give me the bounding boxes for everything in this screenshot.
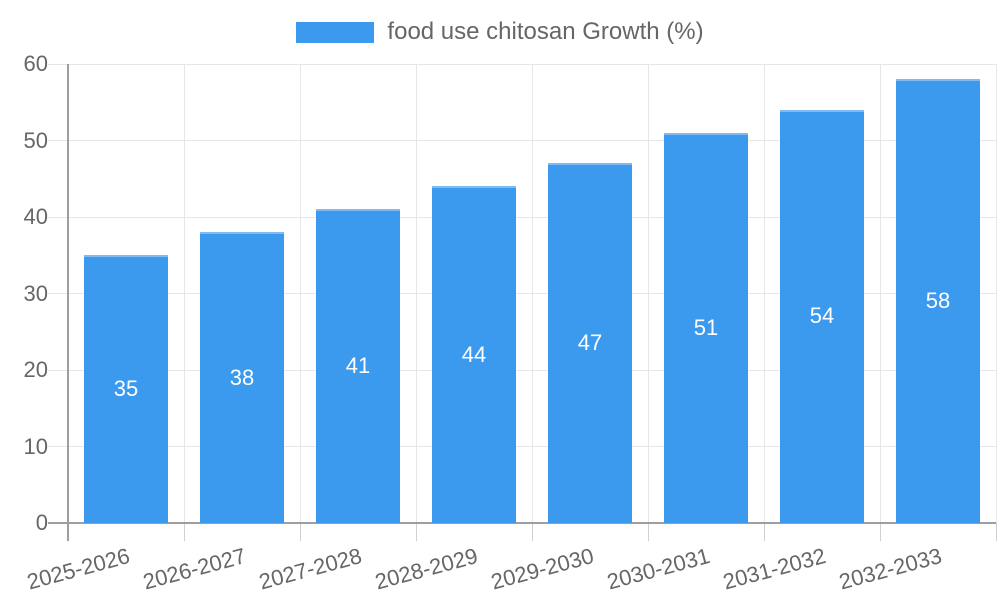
bar — [664, 132, 748, 523]
bar-value-label: 58 — [925, 288, 951, 314]
x-gridline — [299, 64, 301, 523]
x-tick-label: 2030-2031 — [604, 543, 713, 595]
x-tick — [531, 523, 533, 541]
y-gridline — [48, 369, 996, 371]
x-tick — [415, 523, 417, 541]
y-tick-label: 10 — [23, 433, 48, 459]
y-axis-line — [67, 64, 69, 541]
bar — [780, 109, 864, 523]
y-gridline — [48, 216, 996, 218]
bar — [548, 163, 632, 523]
x-gridline — [183, 64, 185, 523]
bar-value-label: 54 — [809, 303, 835, 329]
bar-value-label: 51 — [693, 314, 719, 340]
x-tick — [183, 523, 185, 541]
x-tick-label: 2032-2033 — [836, 543, 945, 595]
y-tick-label: 30 — [23, 280, 48, 306]
x-gridline — [647, 64, 649, 523]
bar — [316, 209, 400, 523]
x-tick-label: 2028-2029 — [372, 543, 481, 595]
y-tick-label: 20 — [23, 357, 48, 382]
x-tick-label: 2027-2028 — [256, 543, 365, 595]
x-axis-line — [48, 522, 996, 524]
x-tick — [995, 523, 997, 541]
y-tick-label: 0 — [35, 510, 48, 535]
x-gridline — [415, 64, 417, 523]
x-gridline — [879, 64, 881, 523]
y-tick-label: 60 — [23, 51, 48, 76]
y-tick-label: 50 — [23, 127, 48, 153]
x-tick-label: 2025-2026 — [24, 543, 133, 595]
bar-value-label: 35 — [113, 376, 139, 402]
y-tick-label: 40 — [23, 204, 48, 229]
x-gridline — [531, 64, 533, 523]
bar-value-label: 41 — [345, 353, 371, 379]
legend-swatch — [296, 21, 375, 43]
bar — [896, 79, 980, 523]
x-tick — [647, 523, 649, 541]
x-tick — [763, 523, 765, 541]
x-tick-label: 2029-2030 — [488, 543, 597, 595]
bar — [84, 255, 168, 523]
bar-value-label: 38 — [229, 364, 255, 390]
y-gridline — [48, 446, 996, 447]
bar-value-label: 44 — [461, 341, 487, 367]
x-gridline — [763, 64, 765, 523]
x-tick-label: 2026-2027 — [140, 543, 249, 595]
x-tick — [879, 523, 881, 541]
bar — [200, 232, 284, 523]
legend[interactable]: food use chitosan Growth (%) — [0, 18, 1000, 46]
x-gridline — [995, 64, 997, 523]
x-tick-label: 2031-2032 — [720, 543, 829, 595]
bar — [432, 186, 516, 523]
bar-value-label: 47 — [577, 330, 603, 356]
y-gridline — [48, 63, 996, 65]
legend-label: food use chitosan Growth (%) — [387, 18, 704, 45]
y-gridline — [48, 140, 996, 141]
x-tick — [299, 523, 301, 541]
y-gridline — [48, 293, 996, 294]
